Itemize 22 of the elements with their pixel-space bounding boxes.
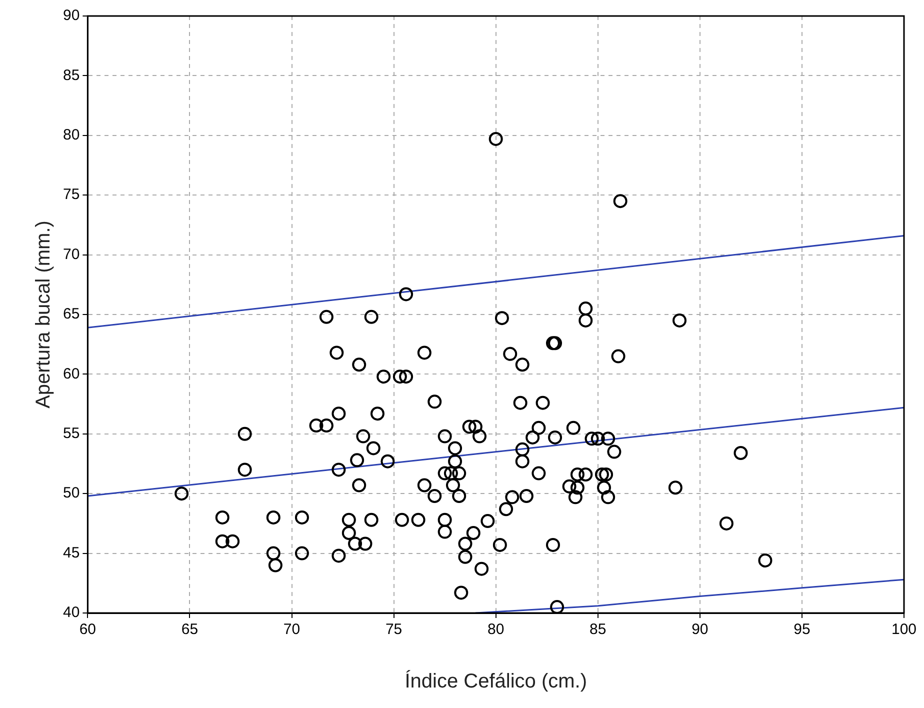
y-tick-label: 45 bbox=[62, 544, 80, 562]
x-tick-label: 100 bbox=[891, 621, 917, 638]
y-tick-label: 80 bbox=[62, 126, 80, 144]
x-tick-label: 90 bbox=[692, 621, 708, 638]
y-tick-label: 65 bbox=[62, 306, 80, 323]
y-tick-label: 90 bbox=[62, 7, 80, 24]
y-tick-label: 50 bbox=[62, 484, 80, 502]
y-tick-label: 60 bbox=[62, 365, 80, 382]
y-tick-label: 75 bbox=[62, 186, 80, 204]
x-tick-label: 85 bbox=[590, 621, 606, 638]
x-tick-label: 95 bbox=[794, 621, 810, 638]
x-tick-label: 75 bbox=[385, 621, 402, 638]
x-tick-label: 65 bbox=[181, 621, 198, 638]
y-tick-label: 55 bbox=[62, 425, 80, 442]
y-tick-label: 40 bbox=[62, 604, 80, 622]
x-axis-title: Índice Cefálico (cm.) bbox=[404, 670, 587, 693]
y-axis-title: Apertura bucal (mm.) bbox=[32, 220, 55, 408]
x-tick-label: 60 bbox=[79, 621, 96, 638]
y-tick-label: 85 bbox=[62, 66, 80, 84]
x-tick-label: 80 bbox=[488, 621, 504, 638]
y-tick-label: 70 bbox=[62, 246, 80, 263]
x-tick-label: 70 bbox=[283, 621, 300, 638]
